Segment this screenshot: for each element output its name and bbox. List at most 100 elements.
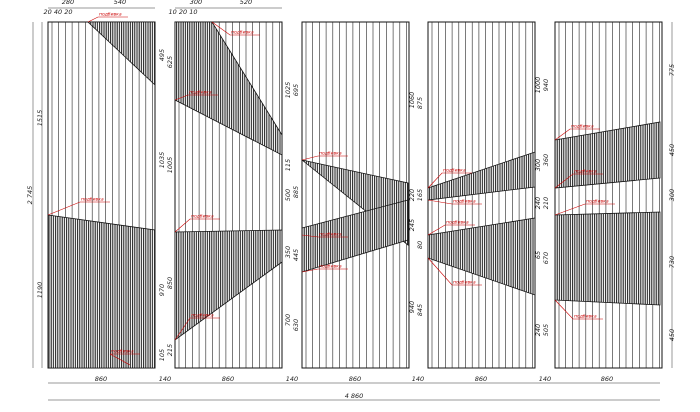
dim-label: 860 bbox=[349, 375, 361, 383]
dim-label: 1025 bbox=[284, 82, 292, 99]
dim-label: 300 bbox=[668, 189, 676, 201]
panel bbox=[174, 21, 283, 369]
dim-label: 165 bbox=[416, 189, 424, 201]
callout: подбивка bbox=[586, 199, 609, 205]
dim-label: 505 bbox=[542, 324, 550, 336]
panel bbox=[554, 21, 663, 369]
panel bbox=[301, 21, 410, 369]
leader bbox=[427, 257, 482, 286]
dim-label: 445 bbox=[292, 249, 300, 261]
leader bbox=[427, 224, 475, 236]
dim-label: 280 bbox=[62, 0, 74, 6]
leader bbox=[427, 172, 472, 189]
dim-label: 2 745 bbox=[26, 186, 34, 205]
dim-label: 140 bbox=[286, 375, 298, 383]
dim-label: 300 bbox=[190, 0, 202, 6]
dim-label: 115 bbox=[284, 159, 292, 171]
dim-label: 695 bbox=[292, 84, 300, 96]
dim-label: 350 bbox=[284, 246, 292, 258]
leader bbox=[47, 201, 110, 216]
callout: подбивка bbox=[191, 313, 214, 319]
dim-label: 860 bbox=[222, 375, 234, 383]
dim-label: 1005 bbox=[166, 157, 174, 174]
dim-label: 4 860 bbox=[345, 392, 364, 400]
dim-label: 625 bbox=[166, 56, 174, 68]
callout: подбивка bbox=[191, 214, 214, 220]
dim-label: 450 bbox=[668, 144, 676, 156]
dim-label: 940 bbox=[542, 79, 550, 91]
dim-label: 730 bbox=[668, 256, 676, 268]
leader bbox=[554, 203, 615, 216]
dim-label: 140 bbox=[539, 375, 551, 383]
dim-label: 80 bbox=[416, 241, 424, 249]
leader bbox=[174, 218, 220, 233]
dim-label: 970 bbox=[158, 284, 166, 296]
leader bbox=[174, 317, 220, 341]
callout: подбивка bbox=[453, 199, 476, 205]
dim-label: 860 bbox=[601, 375, 613, 383]
callout: подбивка bbox=[81, 197, 104, 203]
dim-label: 65 bbox=[534, 251, 542, 259]
callout: подбивка bbox=[446, 220, 469, 226]
leader bbox=[87, 16, 128, 23]
callout: подбивка bbox=[574, 169, 597, 175]
dim-label: 1515 bbox=[36, 110, 44, 127]
callout: подбивка bbox=[319, 264, 342, 270]
dim-label: 245 bbox=[408, 219, 416, 231]
callout: подбивка bbox=[99, 12, 122, 18]
dim-label: 495 bbox=[158, 49, 166, 61]
dim-label: 860 bbox=[475, 375, 487, 383]
leader bbox=[174, 94, 218, 101]
dim-label: 875 bbox=[416, 97, 424, 109]
leader bbox=[554, 173, 603, 189]
dim-label: 1000 bbox=[534, 77, 542, 94]
leader bbox=[554, 128, 600, 141]
callout: подбивка bbox=[571, 124, 594, 130]
dim-label: 220 bbox=[408, 189, 416, 201]
dim-label: 215 bbox=[166, 344, 174, 356]
callout: подбивка bbox=[453, 280, 476, 286]
dim-label: 630 bbox=[292, 319, 300, 331]
callout: подбивка bbox=[111, 349, 134, 355]
dim-label: 885 bbox=[292, 186, 300, 198]
dim-label: 20 40 20 bbox=[44, 8, 73, 16]
dim-label: 10 20 10 bbox=[169, 8, 198, 16]
dim-label: 1035 bbox=[158, 152, 166, 169]
leader bbox=[109, 353, 140, 366]
dim-label: 450 bbox=[668, 329, 676, 341]
leader bbox=[211, 21, 260, 36]
dim-label: 210 bbox=[542, 197, 550, 209]
dim-label: 500 bbox=[284, 189, 292, 201]
dim-label: 360 bbox=[542, 154, 550, 166]
dim-label: 1190 bbox=[36, 282, 44, 299]
callout: подбивка bbox=[231, 30, 254, 36]
leader bbox=[301, 234, 348, 238]
dim-label: 240 bbox=[534, 324, 542, 336]
dim-label: 240 bbox=[534, 197, 542, 209]
dim-label: 520 bbox=[240, 0, 252, 6]
dim-label: 850 bbox=[166, 277, 174, 289]
dim-label: 140 bbox=[412, 375, 424, 383]
dim-label: 700 bbox=[284, 314, 292, 326]
dim-label: 860 bbox=[95, 375, 107, 383]
dim-label: 940 bbox=[408, 301, 416, 313]
callout: подбивка bbox=[189, 90, 212, 96]
callout: подбивка bbox=[319, 232, 342, 238]
dim-label: 300 bbox=[534, 159, 542, 171]
leader bbox=[301, 268, 348, 273]
dim-label: 140 bbox=[159, 375, 171, 383]
dim-label: 670 bbox=[542, 252, 550, 264]
dim-label: 540 bbox=[114, 0, 126, 6]
callout: подбивка bbox=[443, 168, 466, 174]
leader bbox=[427, 199, 482, 205]
callout: подбивка bbox=[574, 314, 597, 320]
dim-label: 105 bbox=[158, 349, 166, 361]
leader bbox=[554, 299, 603, 320]
callout: подбивка bbox=[319, 151, 342, 157]
dim-label: 775 bbox=[668, 64, 676, 76]
dim-label: 1060 bbox=[408, 92, 416, 109]
dimensions bbox=[32, 7, 673, 401]
leader bbox=[301, 155, 348, 161]
dim-label: 845 bbox=[416, 304, 424, 316]
